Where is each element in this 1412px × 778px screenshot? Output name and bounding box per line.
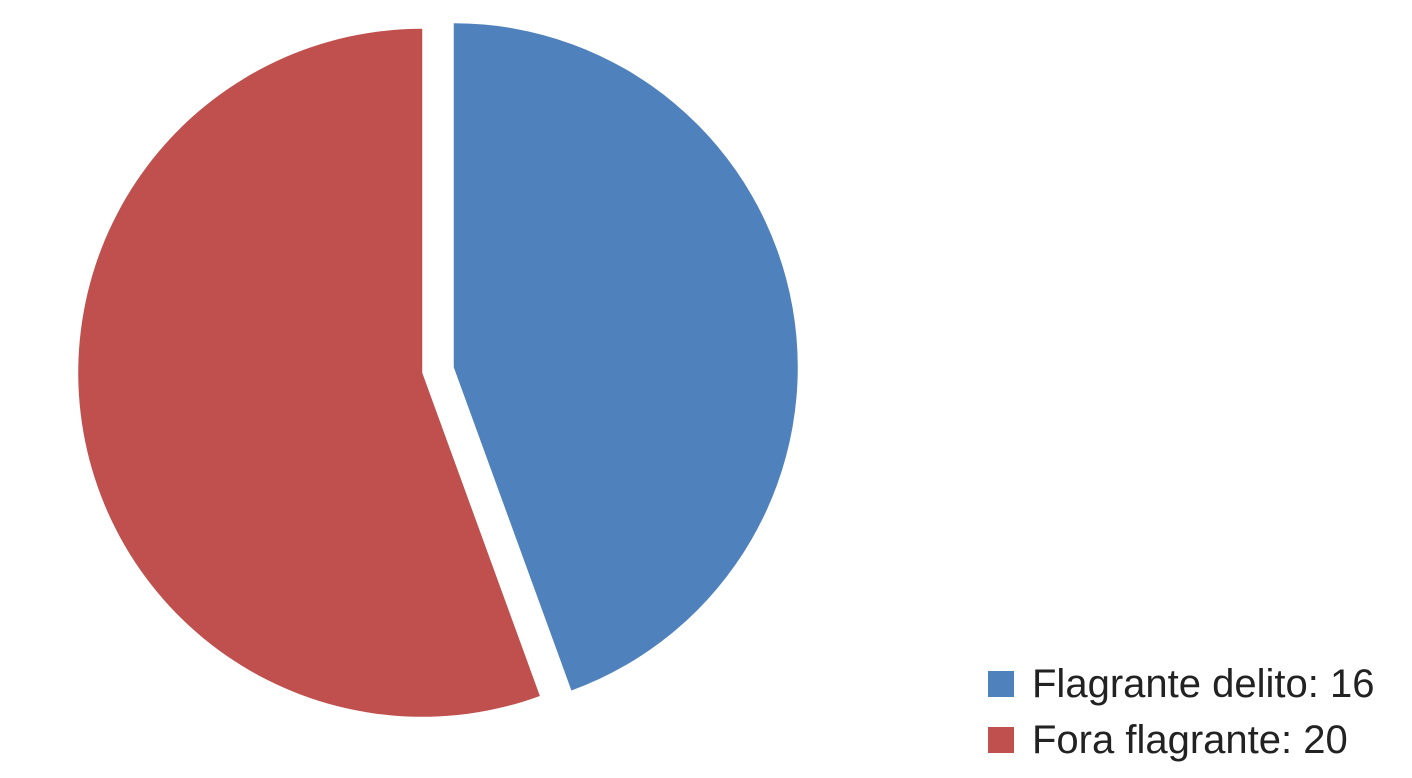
legend-label-fora-flagrante: Fora flagrante: 20	[1032, 717, 1348, 762]
legend-item-fora-flagrante: Fora flagrante: 20	[988, 712, 1408, 768]
legend-item-flagrante-delito: Flagrante delito: 16	[988, 656, 1408, 712]
legend-swatch-flagrante-delito	[988, 671, 1014, 697]
legend-swatch-fora-flagrante	[988, 727, 1014, 753]
chart-legend: Flagrante delito: 16 Fora flagrante: 20	[988, 656, 1408, 768]
pie-slice-flagrante-delito	[453, 23, 798, 691]
legend-label-flagrante-delito: Flagrante delito: 16	[1032, 661, 1375, 706]
pie-slice-fora-flagrante	[78, 28, 540, 717]
